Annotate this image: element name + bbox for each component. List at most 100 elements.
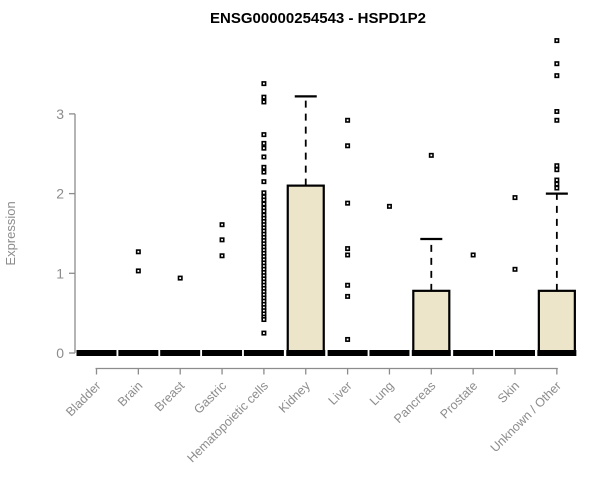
outlier-point-center bbox=[263, 313, 265, 315]
outlier-point-center bbox=[555, 187, 558, 189]
median-line bbox=[369, 350, 410, 356]
outlier-point-center bbox=[555, 110, 558, 113]
outlier-point-center bbox=[263, 156, 265, 158]
outlier-point-center bbox=[263, 142, 265, 145]
outlier-point-center bbox=[346, 144, 349, 147]
x-tick-label-bladder: Bladder bbox=[63, 379, 103, 419]
outlier-point-center bbox=[263, 207, 265, 209]
outlier-point-center bbox=[263, 262, 265, 264]
outlier-point-center bbox=[263, 214, 265, 217]
outlier-point-center bbox=[555, 164, 558, 167]
boxplot-liver bbox=[327, 117, 368, 356]
outlier-point-center bbox=[263, 195, 265, 198]
outlier-point-center bbox=[555, 168, 558, 171]
outlier-point-center bbox=[263, 318, 265, 321]
outlier-point-center bbox=[263, 236, 265, 239]
outlier-point-center bbox=[555, 179, 558, 181]
x-tick-label-liver: Liver bbox=[326, 379, 355, 408]
median-line bbox=[160, 350, 201, 356]
boxplot-kidney bbox=[286, 95, 326, 356]
outlier-point-center bbox=[263, 249, 265, 252]
boxplot-brain bbox=[118, 249, 159, 356]
outlier-point-center bbox=[346, 338, 349, 341]
outlier-point-center bbox=[263, 199, 265, 201]
outlier-point-center bbox=[263, 255, 265, 258]
median-line bbox=[118, 350, 159, 356]
outlier-point-center bbox=[263, 220, 265, 223]
outlier-point-center bbox=[263, 191, 265, 194]
boxplot-breast bbox=[160, 275, 201, 356]
outlier-point-center bbox=[263, 171, 265, 173]
y-axis-title: Expression bbox=[3, 201, 18, 265]
outlier-point-center bbox=[263, 252, 265, 255]
outlier-point-center bbox=[430, 154, 433, 157]
outlier-point-center bbox=[221, 223, 223, 226]
outlier-point-center bbox=[263, 332, 265, 334]
outlier-point-center bbox=[263, 217, 265, 220]
outlier-point-center bbox=[346, 254, 349, 256]
outlier-point-center bbox=[263, 281, 265, 283]
outlier-point-center bbox=[263, 210, 265, 213]
outlier-point-center bbox=[555, 74, 558, 77]
median-line bbox=[495, 350, 535, 356]
outlier-point-center bbox=[346, 247, 349, 250]
outlier-point-center bbox=[555, 183, 558, 185]
median-line bbox=[537, 350, 577, 356]
outlier-point-center bbox=[263, 242, 265, 245]
outlier-point-center bbox=[263, 166, 265, 169]
outlier-point-center bbox=[263, 101, 265, 103]
outlier-point-center bbox=[263, 287, 265, 290]
outlier-point-center bbox=[555, 62, 558, 65]
box bbox=[537, 289, 576, 355]
outlier-point-center bbox=[263, 147, 265, 150]
outlier-point-center bbox=[263, 309, 265, 312]
y-tick-label: 0 bbox=[56, 345, 64, 361]
x-tick-label-prostate: Prostate bbox=[437, 379, 480, 422]
outlier-point-center bbox=[263, 274, 265, 277]
chart-title: ENSG00000254543 - HSPD1P2 bbox=[210, 10, 426, 27]
median-line bbox=[202, 350, 243, 356]
outlier-point-center bbox=[555, 39, 558, 42]
median-line bbox=[327, 350, 368, 356]
median-line bbox=[453, 350, 494, 356]
outlier-point-center bbox=[137, 270, 140, 272]
outlier-point-center bbox=[263, 82, 265, 85]
x-tick-label-unknown-other: Unknown / Other bbox=[488, 379, 564, 455]
outlier-point-center bbox=[263, 223, 265, 226]
outlier-point-center bbox=[263, 300, 265, 303]
outlier-point-center bbox=[514, 268, 516, 271]
outlier-point-center bbox=[263, 233, 265, 236]
y-tick-label: 1 bbox=[56, 265, 64, 281]
x-tick-label-brain: Brain bbox=[115, 379, 146, 410]
outlier-point-center bbox=[514, 196, 516, 199]
outlier-point-center bbox=[472, 254, 475, 256]
boxplot-lung bbox=[369, 203, 410, 356]
outlier-point-center bbox=[221, 254, 223, 257]
outlier-point-center bbox=[263, 293, 265, 296]
box bbox=[412, 289, 451, 355]
median-line bbox=[243, 350, 284, 356]
x-tick-label-hematopoietic-cells: Hematopoietic cells bbox=[184, 379, 271, 466]
outlier-point-center bbox=[263, 246, 265, 248]
x-tick-label-kidney: Kidney bbox=[276, 378, 313, 415]
outlier-point-center bbox=[263, 180, 265, 183]
outlier-point-center bbox=[263, 290, 265, 293]
outlier-point-center bbox=[346, 284, 349, 287]
outlier-point-center bbox=[263, 133, 265, 136]
outlier-point-center bbox=[555, 119, 558, 122]
outlier-point-center bbox=[263, 284, 265, 287]
outlier-point-center bbox=[263, 226, 265, 229]
x-tick-label-skin: Skin bbox=[495, 379, 522, 406]
boxplot-bladder bbox=[76, 350, 117, 356]
outlier-point-center bbox=[346, 202, 349, 205]
boxplot-hematopoietic-cells bbox=[243, 81, 284, 356]
outlier-point-center bbox=[179, 277, 182, 279]
boxplot-prostate bbox=[453, 252, 494, 356]
median-line bbox=[286, 350, 326, 356]
outlier-point-center bbox=[263, 297, 265, 299]
outlier-point-center bbox=[137, 250, 140, 253]
outlier-point-center bbox=[263, 265, 265, 268]
y-tick-label: 2 bbox=[56, 186, 64, 202]
